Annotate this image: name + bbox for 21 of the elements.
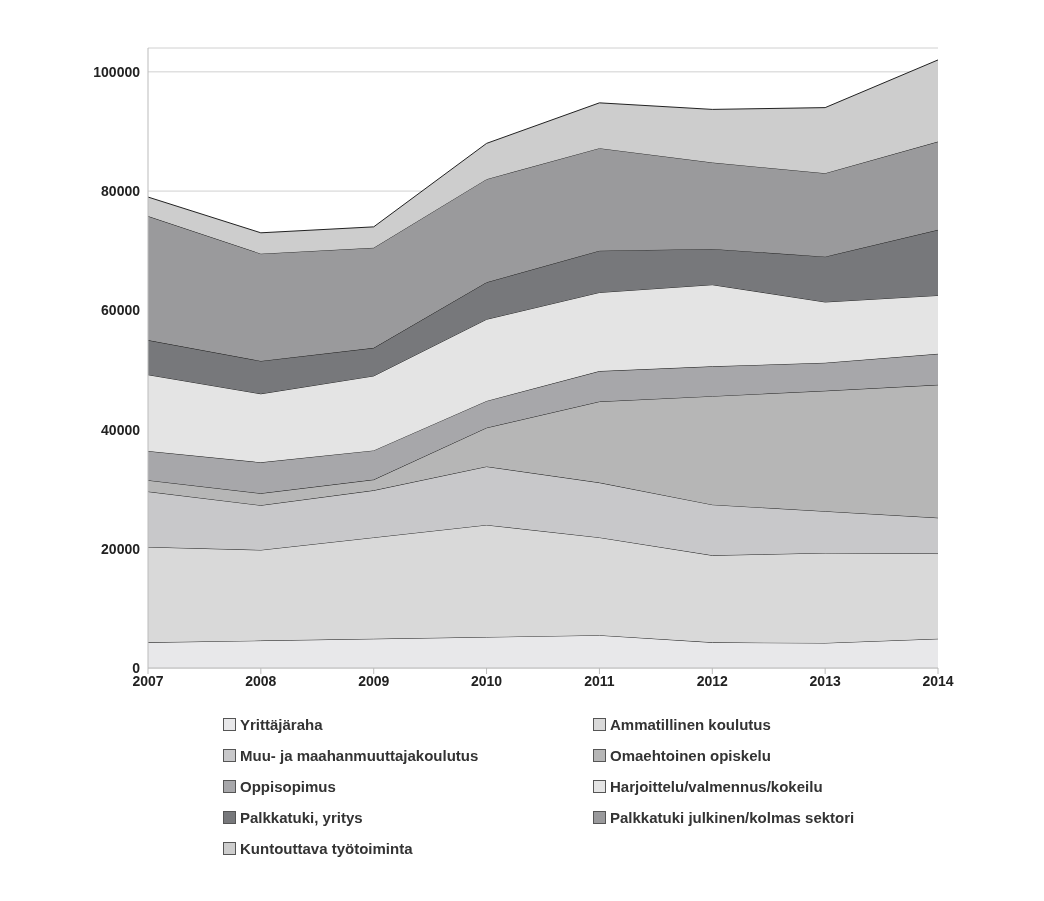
x-tick-label: 2009 <box>358 672 390 689</box>
y-tick-label: 20000 <box>101 540 141 557</box>
y-tick-label: 100000 <box>93 63 141 80</box>
legend-label: Omaehtoinen opiskelu <box>610 747 771 764</box>
x-tick-label: 2012 <box>696 672 729 689</box>
x-tick-label: 2010 <box>470 672 503 689</box>
legend-label: Palkkatuki, yritys <box>240 809 363 826</box>
y-tick-label: 40000 <box>101 421 141 438</box>
legend-label: Kuntouttava työtoiminta <box>240 840 413 857</box>
y-tick-label: 80000 <box>101 183 141 200</box>
x-tick-label: 2014 <box>922 672 954 689</box>
legend-label: Harjoittelu/valmennus/kokeilu <box>610 778 823 795</box>
legend-label: Oppisopimus <box>240 778 336 795</box>
legend-label: Ammatillinen koulutus <box>610 716 771 733</box>
x-tick-label: 2011 <box>584 672 615 689</box>
x-tick-label: 2013 <box>809 672 841 689</box>
legend-label: Palkkatuki julkinen/kolmas sektori <box>610 809 855 826</box>
legend-label: Muu- ja maahanmuuttajakoulutus <box>240 747 479 764</box>
y-tick-label: 60000 <box>101 302 141 319</box>
x-tick-label: 2008 <box>245 672 277 689</box>
legend-label: Yrittäjäraha <box>240 716 323 733</box>
